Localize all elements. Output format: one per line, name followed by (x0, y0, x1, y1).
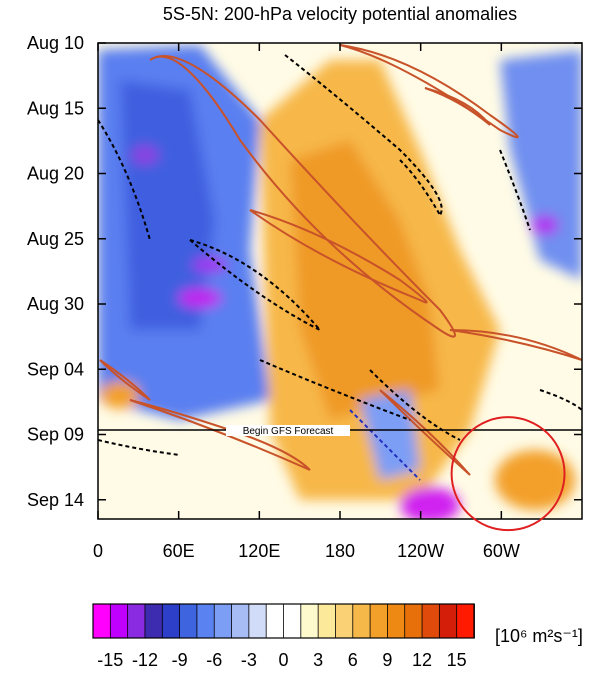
colorbar-swatch (369, 603, 389, 639)
negative-contours (98, 54, 582, 456)
y-tick-label: Sep 14 (27, 490, 84, 510)
colorbar-tick-label: 9 (382, 650, 392, 670)
magenta-core-aug28 (192, 257, 228, 273)
anomaly-field (98, 45, 582, 519)
negative-contour-4 (399, 159, 441, 216)
colorbar-swatch (179, 603, 198, 639)
forecast-label-bg (226, 425, 350, 436)
colorbar-swatch (283, 603, 302, 639)
negative-anomaly-region-east (500, 50, 582, 280)
colorbar-tick-label: 6 (348, 650, 358, 670)
positive-contours (99, 44, 582, 476)
colorbar-swatch (109, 603, 129, 639)
negative-anomaly-core-west (120, 80, 215, 330)
colorbar-swatch (231, 603, 250, 639)
x-tick-label: 60E (163, 541, 195, 561)
colorbar-swatch (421, 603, 441, 639)
colorbar-swatch (144, 603, 164, 639)
plot-area: Begin GFS Forecast (98, 43, 582, 519)
y-tick-label: Aug 30 (27, 294, 84, 314)
colorbar-swatch (456, 603, 475, 639)
colorbar-swatch (300, 603, 320, 639)
negative-contour-5 (259, 359, 411, 421)
positive-anomaly-core (290, 140, 440, 420)
colorbar-tick-label: -6 (206, 650, 222, 670)
y-tick-label: Aug 25 (27, 229, 84, 249)
colorbar-swatch (438, 603, 458, 639)
colorbar-swatch (196, 603, 216, 639)
negative-contour-2 (189, 239, 321, 331)
negative-contour-9 (499, 149, 531, 231)
colorbar-swatch (387, 603, 406, 639)
x-tick-label: 0 (93, 541, 103, 561)
positive-anomaly-west-sep06 (100, 381, 140, 409)
negative-contour-7 (98, 439, 181, 456)
colorbar-tick-label: 12 (412, 650, 432, 670)
colorbar-tick-label: -3 (241, 650, 257, 670)
colorbar-swatch (265, 603, 285, 639)
colorbar-tick-label: -12 (132, 650, 158, 670)
negative-contour-3 (284, 54, 443, 216)
y-tick-label: Sep 04 (27, 359, 84, 379)
chart-title: 5S-5N: 200-hPa velocity potential anomal… (163, 4, 517, 24)
magenta-core-sep14 (400, 487, 460, 519)
magenta-core-aug18 (131, 145, 159, 165)
y-tick-label: Aug 20 (27, 164, 84, 184)
y-tick-label: Aug 10 (27, 33, 84, 53)
colorbar-swatch (248, 603, 268, 639)
positive-contour-8 (449, 329, 582, 361)
x-tick-label: 120E (238, 541, 280, 561)
colorbar-swatch (127, 603, 146, 639)
positive-contour-2 (249, 209, 428, 304)
positive-contour-7 (379, 389, 471, 476)
x-tick-label: 180 (325, 541, 355, 561)
y-tick-label: Aug 15 (27, 98, 84, 118)
x-tick-label: 120W (397, 541, 444, 561)
y-axis: Aug 10 Aug 15 Aug 20 Aug 25 Aug 30 Sep 04 Sep … (27, 33, 582, 510)
x-axis: 0 60E 120E 180 120W 60W (93, 43, 520, 561)
blue-negative-contour (349, 409, 421, 481)
colorbar-swatch (317, 603, 337, 639)
negative-contour-1 (98, 119, 151, 241)
colorbar-tick-label: 15 (447, 650, 467, 670)
colorbar-tick-label: -9 (172, 650, 188, 670)
positive-contour-6 (99, 359, 151, 401)
colorbar-swatch (404, 603, 423, 639)
positive-contour-5 (129, 399, 311, 471)
negative-anomaly-forecast (360, 390, 420, 480)
colorbar-frame (92, 603, 475, 639)
colorbar-swatch (92, 603, 112, 639)
positive-contour-1 (149, 55, 456, 338)
colorbar-swatch (213, 603, 233, 639)
colorbar-swatch (161, 603, 181, 639)
positive-contour-3 (339, 44, 519, 139)
negative-contour-6 (369, 369, 461, 441)
positive-anomaly-60w (495, 450, 575, 510)
magenta-core-east-aug24 (531, 215, 559, 235)
highlight-circle (450, 416, 566, 532)
colorbar-swatch (352, 603, 371, 639)
colorbar-tick-label: 3 (313, 650, 323, 670)
colorbar-unit-label: [10⁶ m²s⁻¹] (495, 626, 583, 646)
y-tick-label: Sep 09 (27, 425, 84, 445)
colorbar-swatch (335, 603, 354, 639)
colorbar-tick-label: 0 (278, 650, 288, 670)
x-tick-label: 60W (483, 541, 520, 561)
negative-contour-8 (539, 389, 582, 411)
colorbar: -15 -12 -9 -6 -3 0 3 6 9 12 15 (92, 603, 475, 670)
positive-contour-4 (424, 87, 491, 126)
magenta-core-aug30 (178, 288, 222, 308)
colorbar-tick-label: -15 (97, 650, 123, 670)
forecast-label: Begin GFS Forecast (243, 426, 334, 437)
